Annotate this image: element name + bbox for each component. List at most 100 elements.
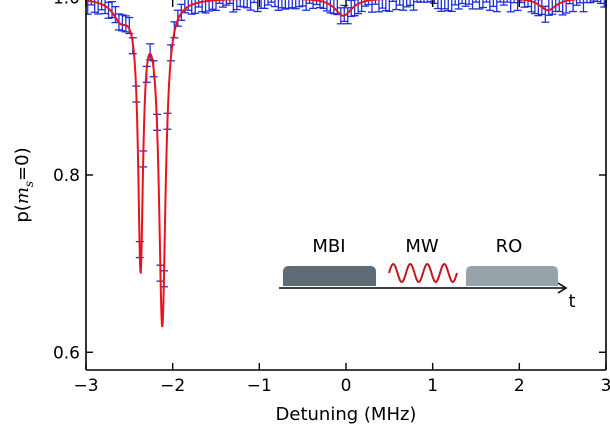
- data-point: [395, 0, 404, 6]
- data-point: [534, 0, 543, 17]
- y-tick-label: 1.0: [53, 0, 80, 9]
- data-point: [388, 0, 397, 3]
- data-point: [576, 0, 584, 4]
- data-point: [212, 0, 220, 12]
- data-point: [118, 14, 127, 32]
- data-point: [596, 0, 605, 5]
- data-point: [205, 0, 214, 12]
- data-point: [222, 0, 231, 6]
- data-point: [468, 0, 477, 10]
- data-point: [465, 0, 474, 5]
- data-point: [298, 0, 307, 7]
- data-point: [94, 0, 103, 15]
- data-point: [586, 0, 595, 4]
- data-point: [364, 0, 373, 6]
- y-tick-label: 0.8: [53, 166, 80, 186]
- data-point: [482, 0, 491, 3]
- data-point: [496, 0, 505, 3]
- x-tick-label: −2: [160, 376, 185, 396]
- data-point: [236, 0, 245, 8]
- inset-label-ro: RO: [496, 236, 523, 257]
- x-tick-label: −3: [73, 376, 98, 396]
- data-point: [201, 0, 210, 14]
- y-tick-label: 0.6: [53, 343, 80, 363]
- data-point: [329, 0, 338, 15]
- data-point: [381, 0, 390, 12]
- x-tick-label: 0: [341, 376, 352, 396]
- data-point: [239, 0, 248, 8]
- data-point: [402, 0, 411, 8]
- data-point: [503, 0, 512, 3]
- y-axis-title-sub: s: [22, 181, 36, 187]
- data-point: [361, 0, 370, 7]
- data-point: [458, 0, 467, 5]
- data-point: [478, 0, 487, 9]
- data-point: [243, 0, 252, 9]
- data-point: [246, 0, 255, 11]
- data-point: [198, 0, 207, 13]
- inset-label-mbi: MBI: [312, 236, 345, 257]
- data-point: [430, 0, 439, 5]
- data-point: [544, 0, 553, 16]
- x-axis-title: Detuning (MHz): [276, 404, 417, 425]
- data-point: [447, 0, 456, 13]
- data-point: [517, 0, 526, 4]
- data-point: [374, 0, 383, 13]
- data-point: [579, 0, 588, 13]
- data-point: [253, 0, 262, 13]
- data-point: [569, 0, 578, 13]
- data-point: [426, 0, 435, 3]
- data-point: [485, 0, 494, 11]
- data-point: [385, 0, 394, 12]
- data-point: [267, 0, 276, 3]
- data-point: [600, 0, 606, 8]
- fit-curve: [86, 0, 580, 328]
- data-point: [302, 0, 311, 11]
- time-axis-label: t: [568, 291, 575, 312]
- data-point: [444, 0, 453, 12]
- ro-pulse-block: [466, 266, 558, 286]
- y-axis-title-suffix: =0): [12, 147, 33, 181]
- data-point: [187, 0, 196, 15]
- data-point: [513, 0, 522, 12]
- data-point: [406, 0, 415, 6]
- svg-text:p(ms=0): p(ms=0): [12, 147, 36, 222]
- data-point: [225, 0, 234, 5]
- data-point: [492, 0, 501, 13]
- data-point: [90, 0, 99, 13]
- data-point: [312, 0, 321, 6]
- data-point: [472, 0, 480, 3]
- data-point: [316, 0, 324, 9]
- data-point: [437, 0, 446, 12]
- data-point: [378, 0, 387, 9]
- y-axis-title-prefix: p(: [12, 204, 33, 222]
- plot-area: [86, 0, 606, 288]
- x-tick-label: −1: [247, 376, 272, 396]
- data-point: [97, 0, 106, 11]
- mw-pulse-wave: [388, 262, 458, 284]
- data-point: [475, 0, 484, 10]
- data-point: [433, 0, 442, 10]
- data-point: [121, 15, 130, 33]
- x-tick-label: 2: [514, 376, 525, 396]
- x-tick-label: 3: [601, 376, 610, 396]
- data-point: [274, 0, 283, 11]
- data-point: [562, 0, 571, 14]
- data-point: [270, 0, 279, 8]
- data-point: [281, 0, 290, 10]
- data-point: [357, 0, 366, 13]
- data-point: [250, 0, 259, 4]
- data-point: [218, 0, 227, 8]
- data-point: [392, 0, 401, 11]
- data-point: [194, 0, 203, 8]
- time-axis-arrowhead: [557, 282, 568, 294]
- data-point: [232, 0, 241, 11]
- data-point: [399, 0, 408, 11]
- data-point: [284, 0, 293, 9]
- data-point: [593, 0, 602, 3]
- data-point: [440, 0, 449, 10]
- inset-label-mw: MW: [405, 236, 439, 257]
- data-point: [104, 1, 113, 19]
- data-point: [191, 0, 200, 14]
